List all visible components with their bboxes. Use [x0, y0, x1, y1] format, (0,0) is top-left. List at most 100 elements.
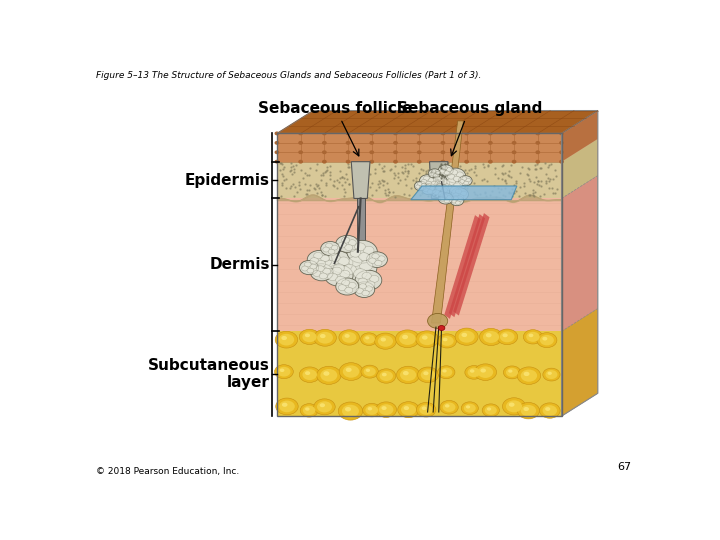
Circle shape: [307, 268, 314, 273]
Circle shape: [446, 167, 451, 172]
Circle shape: [316, 266, 324, 272]
Circle shape: [521, 369, 537, 382]
Circle shape: [302, 266, 308, 271]
Circle shape: [313, 271, 321, 276]
Circle shape: [378, 335, 393, 347]
Circle shape: [339, 330, 359, 345]
Circle shape: [397, 366, 420, 383]
Circle shape: [497, 329, 518, 345]
Circle shape: [379, 404, 393, 415]
Circle shape: [526, 332, 540, 342]
Circle shape: [338, 285, 346, 291]
Circle shape: [320, 403, 325, 407]
Circle shape: [483, 331, 499, 343]
Circle shape: [489, 132, 492, 134]
Circle shape: [418, 160, 421, 163]
Circle shape: [374, 260, 382, 266]
Circle shape: [444, 199, 449, 203]
Circle shape: [336, 276, 346, 284]
Circle shape: [451, 199, 456, 203]
Circle shape: [428, 175, 449, 191]
Circle shape: [345, 334, 350, 338]
Circle shape: [420, 369, 436, 380]
Circle shape: [418, 367, 438, 383]
Circle shape: [548, 372, 552, 375]
Circle shape: [506, 368, 518, 377]
Circle shape: [305, 262, 311, 267]
Circle shape: [466, 406, 470, 409]
Circle shape: [331, 245, 338, 250]
Circle shape: [451, 188, 469, 201]
Circle shape: [433, 177, 441, 182]
Circle shape: [503, 333, 508, 338]
Circle shape: [546, 370, 557, 379]
Circle shape: [279, 369, 284, 372]
Polygon shape: [277, 111, 598, 133]
Circle shape: [359, 261, 373, 271]
Circle shape: [517, 367, 541, 384]
Circle shape: [458, 195, 464, 199]
Circle shape: [445, 404, 449, 408]
Circle shape: [323, 132, 326, 134]
Circle shape: [440, 179, 447, 185]
Circle shape: [403, 371, 409, 375]
Circle shape: [347, 240, 377, 263]
Circle shape: [560, 151, 563, 153]
Circle shape: [430, 172, 434, 176]
Circle shape: [338, 402, 363, 420]
Circle shape: [441, 151, 445, 153]
Circle shape: [364, 367, 376, 376]
Circle shape: [446, 195, 451, 200]
Circle shape: [336, 278, 359, 295]
Circle shape: [345, 287, 353, 293]
Circle shape: [536, 160, 539, 163]
Text: © 2018 Pearson Education, Inc.: © 2018 Pearson Education, Inc.: [96, 468, 239, 476]
Circle shape: [332, 267, 342, 274]
Circle shape: [500, 332, 515, 342]
Circle shape: [370, 141, 374, 144]
Circle shape: [300, 404, 318, 417]
Circle shape: [310, 264, 333, 281]
Circle shape: [377, 369, 396, 383]
Circle shape: [435, 171, 439, 174]
Circle shape: [394, 132, 397, 134]
Circle shape: [455, 328, 478, 345]
Circle shape: [430, 186, 435, 190]
Circle shape: [421, 179, 427, 184]
Circle shape: [310, 258, 319, 264]
Circle shape: [419, 404, 433, 415]
Circle shape: [314, 399, 336, 415]
Circle shape: [528, 334, 534, 337]
Circle shape: [300, 367, 320, 382]
Circle shape: [348, 256, 362, 266]
Circle shape: [333, 264, 344, 272]
Circle shape: [453, 193, 459, 198]
Polygon shape: [449, 214, 485, 317]
Circle shape: [465, 141, 468, 144]
Circle shape: [503, 398, 526, 415]
Circle shape: [443, 338, 448, 341]
Circle shape: [323, 247, 330, 252]
Circle shape: [348, 282, 356, 288]
Circle shape: [279, 401, 294, 412]
Circle shape: [323, 268, 330, 274]
Circle shape: [320, 241, 340, 256]
Circle shape: [363, 335, 375, 343]
Circle shape: [274, 364, 293, 379]
Circle shape: [368, 407, 372, 410]
Circle shape: [431, 170, 436, 173]
Circle shape: [279, 334, 294, 346]
Circle shape: [474, 364, 497, 381]
Circle shape: [317, 401, 332, 413]
Circle shape: [436, 186, 442, 191]
Circle shape: [394, 151, 397, 153]
Circle shape: [423, 188, 428, 192]
Circle shape: [324, 260, 336, 268]
Circle shape: [433, 190, 439, 194]
Polygon shape: [430, 161, 448, 198]
Circle shape: [361, 333, 377, 346]
Circle shape: [442, 369, 446, 373]
Circle shape: [325, 243, 333, 248]
Circle shape: [323, 151, 326, 153]
Circle shape: [374, 333, 396, 349]
